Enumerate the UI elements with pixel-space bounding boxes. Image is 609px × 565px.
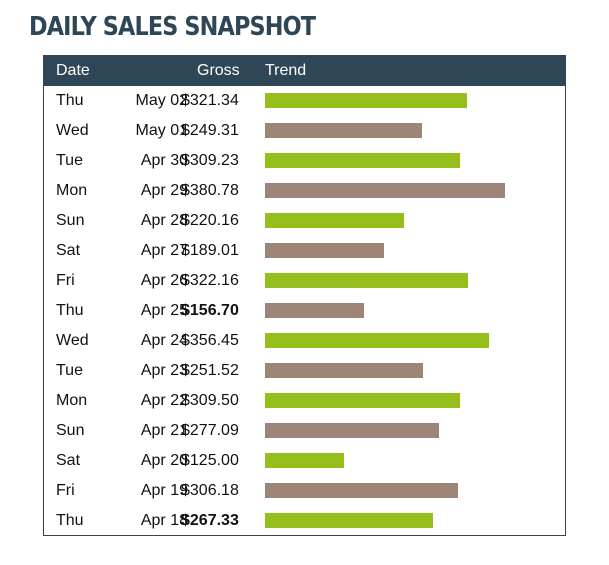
row-day: Sat (56, 452, 81, 469)
trend-bar (265, 393, 460, 408)
trend-bar (265, 423, 439, 438)
trend-bar (265, 93, 467, 108)
row-day: Tue (56, 362, 83, 379)
table-row: Sun Apr 21 $277.09 (44, 416, 565, 446)
header-date: Date (56, 62, 90, 79)
row-date: Apr 23 (140, 362, 188, 379)
trend-bar (265, 243, 384, 258)
row-date: Apr 29 (140, 182, 188, 199)
row-gross: $251.52 (181, 362, 239, 379)
table-row: Thu Apr 18 $267.33 (44, 506, 565, 536)
row-day: Sun (56, 212, 85, 229)
row-day: Thu (56, 92, 84, 109)
row-day: Sat (56, 242, 81, 259)
table-row: Fri Apr 19 $306.18 (44, 476, 565, 506)
table-row: Wed Apr 24 $356.45 (44, 326, 565, 356)
row-day: Wed (56, 332, 89, 349)
table-row: Mon Apr 29 $380.78 (44, 176, 565, 206)
trend-bar (265, 483, 458, 498)
row-day: Mon (56, 392, 88, 409)
header-gross: Gross (197, 62, 240, 79)
row-gross: $321.34 (181, 92, 239, 109)
row-gross: $189.01 (181, 242, 239, 259)
row-day: Thu (56, 302, 84, 319)
table-row: Fri Apr 26 $322.16 (44, 266, 565, 296)
row-date: Apr 30 (140, 152, 188, 169)
row-gross: $306.18 (181, 482, 239, 499)
row-gross: $322.16 (181, 272, 239, 289)
table-row: Tue Apr 30 $309.23 (44, 146, 565, 176)
row-gross: $249.31 (181, 122, 239, 139)
trend-bar (265, 513, 433, 528)
sales-table: Date Gross Trend Thu May 02 $321.34 Wed May … (43, 55, 566, 536)
table-row: Mon Apr 22 $309.50 (44, 386, 565, 416)
row-day: Fri (56, 272, 75, 289)
row-date: Apr 20 (140, 452, 188, 469)
row-date: Apr 26 (140, 272, 188, 289)
trend-bar (265, 123, 422, 138)
header-trend: Trend (265, 62, 307, 79)
row-date: Apr 22 (140, 392, 188, 409)
row-day: Mon (56, 182, 88, 199)
trend-bar (265, 453, 344, 468)
row-date: May 01 (135, 122, 188, 139)
row-date: Apr 21 (140, 422, 188, 439)
row-gross: $380.78 (181, 182, 239, 199)
row-day: Thu (56, 512, 84, 529)
row-date: Apr 24 (140, 332, 188, 349)
row-gross: $309.50 (181, 392, 239, 409)
table-row: Sat Apr 20 $125.00 (44, 446, 565, 476)
trend-bar (265, 153, 460, 168)
row-date: Apr 27 (140, 242, 188, 259)
row-day: Fri (56, 482, 75, 499)
trend-bar (265, 363, 423, 378)
row-date: Apr 25 (140, 302, 188, 319)
table-row: Thu Apr 25 $156.70 (44, 296, 565, 326)
row-gross: $356.45 (181, 332, 239, 349)
table-row: Tue Apr 23 $251.52 (44, 356, 565, 386)
trend-bar (265, 273, 468, 288)
table-row: Sat Apr 27 $189.01 (44, 236, 565, 266)
table-row: Thu May 02 $321.34 (44, 86, 565, 116)
row-day: Tue (56, 152, 83, 169)
table-header: Date Gross Trend (44, 56, 565, 86)
table-row: Sun Apr 28 $220.16 (44, 206, 565, 236)
table-row: Wed May 01 $249.31 (44, 116, 565, 146)
row-date: May 02 (135, 92, 188, 109)
row-day: Wed (56, 122, 89, 139)
trend-bar (265, 303, 364, 318)
trend-bar (265, 183, 505, 198)
row-date: Apr 28 (140, 212, 188, 229)
row-gross: $309.23 (181, 152, 239, 169)
row-gross: $277.09 (181, 422, 239, 439)
row-gross: $267.33 (181, 512, 239, 529)
trend-bar (265, 213, 404, 228)
row-gross: $220.16 (181, 212, 239, 229)
row-gross: $125.00 (181, 452, 239, 469)
trend-bar (265, 333, 489, 348)
row-gross: $156.70 (181, 302, 239, 319)
row-day: Sun (56, 422, 85, 439)
row-date: Apr 18 (140, 512, 188, 529)
chart-title: DAILY SALES SNAPSHOT (29, 12, 316, 42)
row-date: Apr 19 (140, 482, 188, 499)
